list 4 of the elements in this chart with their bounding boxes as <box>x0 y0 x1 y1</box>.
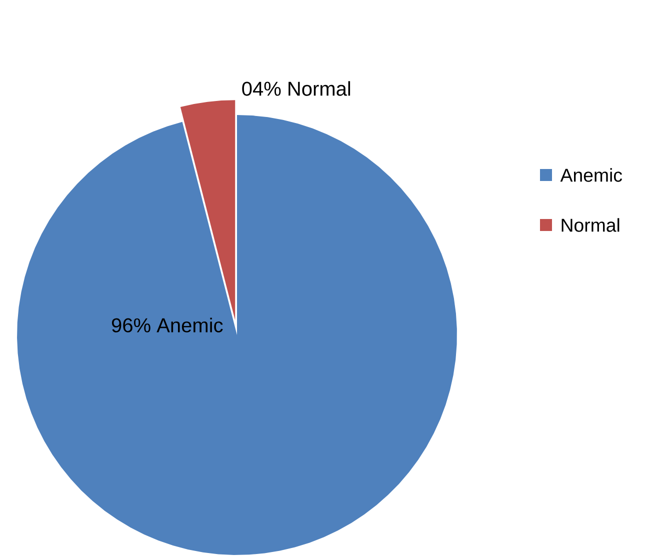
legend-label: Normal <box>562 218 620 232</box>
data-label: 96% Anemic <box>112 318 223 332</box>
legend-label: Anemic <box>560 168 622 182</box>
data-label: 04% Normal <box>242 81 350 96</box>
